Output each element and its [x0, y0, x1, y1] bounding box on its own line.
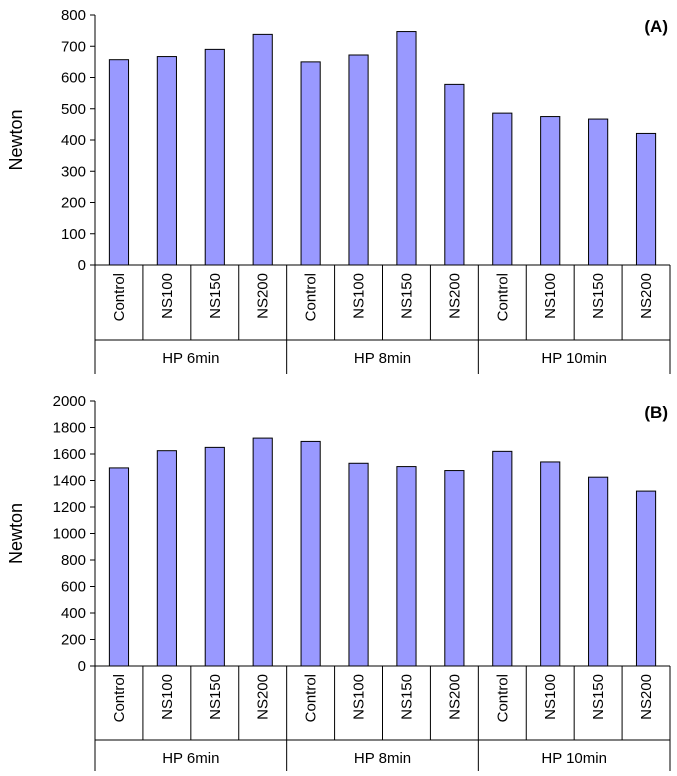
bar — [108, 467, 130, 667]
y-tick-label: 0 — [78, 658, 86, 675]
category-label: NS100 — [159, 273, 176, 319]
category-label: NS200 — [446, 273, 463, 319]
y-tick-label: 800 — [61, 7, 86, 24]
bar — [252, 437, 273, 667]
bar — [204, 48, 225, 266]
group-label: HP 6min — [162, 350, 219, 367]
category-label: NS200 — [255, 674, 272, 720]
y-tick-label: 800 — [61, 552, 86, 569]
bar — [156, 56, 177, 266]
bar — [300, 440, 321, 667]
y-tick-label: 1000 — [53, 526, 86, 543]
category-label: Control — [303, 674, 320, 722]
y-axis-label: Newton — [6, 503, 26, 564]
bar — [492, 112, 513, 266]
category-label: Control — [111, 273, 128, 321]
bar — [635, 132, 657, 266]
y-tick-label: 400 — [61, 132, 86, 149]
category-label: Control — [303, 273, 320, 321]
category-label: Control — [494, 273, 511, 321]
category-label: Control — [494, 674, 511, 722]
category-label: NS150 — [590, 674, 607, 720]
category-label: NS150 — [207, 674, 224, 720]
y-tick-label: 200 — [61, 632, 86, 649]
category-label: NS150 — [590, 273, 607, 319]
group-label: HP 8min — [354, 750, 411, 767]
panel-label: (A) — [644, 17, 668, 36]
y-tick-label: 1800 — [53, 420, 86, 437]
category-label: NS200 — [638, 273, 655, 319]
y-tick-label: 0 — [78, 257, 86, 274]
bar — [588, 118, 609, 266]
group-label: HP 10min — [541, 350, 607, 367]
category-label: NS150 — [398, 273, 415, 319]
group-label: HP 8min — [354, 350, 411, 367]
y-tick-label: 600 — [61, 579, 86, 596]
bar — [540, 116, 561, 266]
category-label: NS100 — [351, 674, 368, 720]
bar — [540, 461, 561, 667]
category-label: NS100 — [351, 273, 368, 319]
category-label: NS150 — [398, 674, 415, 720]
bar — [156, 450, 177, 667]
group-label: HP 6min — [162, 750, 219, 767]
group-label: HP 10min — [541, 750, 607, 767]
bar — [252, 33, 273, 266]
category-label: NS150 — [207, 273, 224, 319]
bar — [300, 61, 321, 266]
bar — [588, 476, 609, 667]
bar — [108, 59, 130, 266]
bar — [348, 54, 369, 266]
category-label: NS200 — [255, 273, 272, 319]
category-label: NS100 — [542, 674, 559, 720]
panel-label: (B) — [644, 403, 668, 422]
y-tick-label: 1600 — [53, 446, 86, 463]
y-tick-label: 600 — [61, 70, 86, 87]
bar — [492, 450, 513, 667]
bar — [396, 31, 417, 266]
y-tick-label: 300 — [61, 163, 86, 180]
y-tick-label: 100 — [61, 226, 86, 243]
category-label: NS100 — [159, 674, 176, 720]
bar — [444, 83, 465, 266]
y-tick-label: 500 — [61, 101, 86, 118]
bar — [348, 462, 369, 667]
y-tick-label: 1400 — [53, 473, 86, 490]
bar — [444, 470, 465, 667]
category-label: NS100 — [542, 273, 559, 319]
bar — [635, 490, 657, 667]
bar — [396, 466, 417, 667]
y-axis-label: Newton — [6, 109, 26, 170]
y-tick-label: 400 — [61, 605, 86, 622]
y-tick-label: 2000 — [53, 393, 86, 410]
y-tick-label: 1200 — [53, 499, 86, 516]
y-tick-label: 700 — [61, 38, 86, 55]
category-label: NS200 — [638, 674, 655, 720]
category-label: Control — [111, 674, 128, 722]
y-tick-label: 200 — [61, 195, 86, 212]
category-label: NS200 — [446, 674, 463, 720]
bar — [204, 446, 225, 667]
